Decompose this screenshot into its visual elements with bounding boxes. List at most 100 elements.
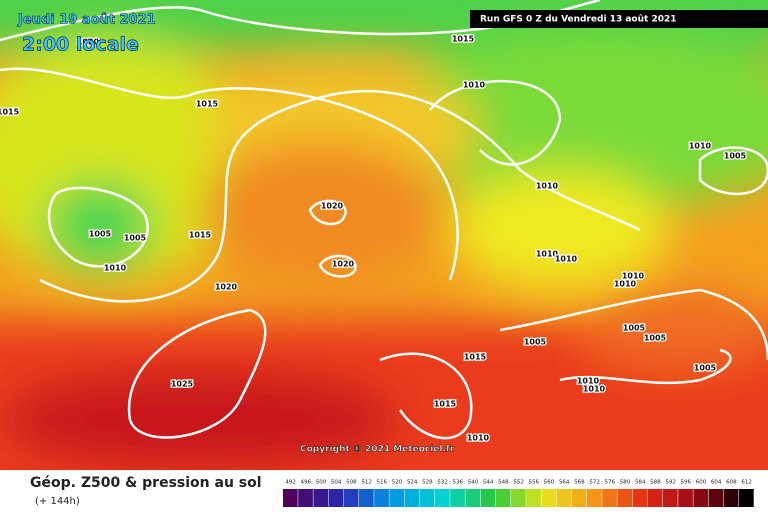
scale-label: 496 — [301, 480, 312, 486]
scale-label: 564 — [559, 480, 570, 486]
scale-swatch — [647, 489, 663, 507]
scale-swatch — [283, 489, 298, 507]
isobar-label: 1015 — [189, 231, 212, 240]
isobar-label: 1010 — [622, 272, 645, 281]
isobar-label: 1015 — [452, 35, 475, 44]
scale-swatch — [571, 489, 587, 507]
scale-label: 552 — [513, 480, 524, 486]
scale-label: 520 — [392, 480, 403, 486]
run-info: Run GFS 0 Z du Vendredi 13 août 2021 — [480, 15, 677, 25]
scale-swatch — [328, 489, 344, 507]
scale-swatch — [632, 489, 648, 507]
scale-swatch — [435, 489, 450, 507]
scale-swatch — [541, 489, 557, 507]
scale-swatch — [693, 489, 709, 507]
forecast-time: 2:00 locale — [22, 34, 139, 56]
isobar-label: 1010 — [536, 250, 559, 259]
scale-swatch — [617, 489, 633, 507]
scale-swatch — [480, 489, 496, 507]
isobar-label: 1010 — [104, 264, 127, 273]
scale-swatch — [450, 489, 465, 507]
scale-swatch — [359, 489, 374, 507]
isobar-label: 1010 — [689, 142, 712, 151]
isobar-label: 1020 — [77, 38, 100, 47]
isobar-label: 1005 — [524, 338, 547, 347]
scale-label: 568 — [574, 480, 585, 486]
scale-swatch — [526, 489, 541, 507]
scale-swatch — [495, 489, 511, 507]
scale-label: 596 — [681, 480, 692, 486]
scale-swatch — [739, 489, 754, 507]
isobar-label: 1020 — [321, 202, 344, 211]
isobar-label: 1010 — [583, 385, 606, 394]
scale-label: 556 — [529, 480, 540, 486]
scale-swatch — [663, 489, 678, 507]
scale-label: 604 — [711, 480, 722, 486]
scale-label: 608 — [726, 480, 737, 486]
isobar-label: 1005 — [623, 324, 646, 333]
scale-swatch — [298, 489, 313, 507]
scale-swatch — [374, 489, 389, 507]
scale-label: 592 — [665, 480, 676, 486]
scale-label: 588 — [650, 480, 661, 486]
scale-label: 612 — [741, 480, 752, 486]
scale-swatch — [313, 489, 329, 507]
scale-swatch — [723, 489, 739, 507]
isobar-label: 1010 — [577, 377, 600, 386]
isobar-label: 1010 — [614, 280, 637, 289]
isobar-label: 1005 — [644, 334, 667, 343]
scale-label: 548 — [498, 480, 509, 486]
isobar-label: 1015 — [196, 100, 219, 109]
scale-label: 536 — [453, 480, 464, 486]
isobar-label: 1010 — [536, 182, 559, 191]
scale-label: 512 — [361, 480, 372, 486]
copyright: Copyright © 2021 Meteociel.fr — [300, 445, 455, 455]
scale-label: 492 — [285, 480, 296, 486]
isobar-label: 1015 — [0, 108, 20, 117]
scale-swatch — [556, 489, 572, 507]
scale-label: 576 — [605, 480, 616, 486]
isobar-label: 1010 — [555, 255, 578, 264]
scale-label: 544 — [483, 480, 494, 486]
isobar-label: 1005 — [724, 152, 747, 161]
isobar-label: 1010 — [463, 81, 486, 90]
isobar-label: 1005 — [694, 364, 717, 373]
isobar-label: 1005 — [89, 230, 112, 239]
isobar-label: 1020 — [215, 283, 238, 292]
scale-label: 516 — [377, 480, 388, 486]
scale-swatch — [419, 489, 435, 507]
scale-label: 580 — [620, 480, 631, 486]
scale-swatch — [343, 489, 359, 507]
scale-swatch — [389, 489, 405, 507]
scale-label: 540 — [468, 480, 479, 486]
scale-swatch — [511, 489, 526, 507]
scale-label: 560 — [544, 480, 555, 486]
scale-label: 600 — [696, 480, 707, 486]
scale-label: 500 — [316, 480, 327, 486]
forecast-date: Jeudi 19 août 2021 — [17, 13, 156, 28]
scale-label: 528 — [422, 480, 433, 486]
scale-swatch — [587, 489, 602, 507]
run-banner — [470, 10, 768, 28]
scale-swatch — [465, 489, 481, 507]
scale-swatch — [602, 489, 617, 507]
isobar-label: 1010 — [467, 434, 490, 443]
scale-label: 584 — [635, 480, 646, 486]
isobar-label: 1005 — [124, 234, 147, 243]
scale-swatch — [708, 489, 724, 507]
isobar-label: 1015 — [464, 353, 487, 362]
isobar-label: 1025 — [171, 380, 194, 389]
scale-label: 524 — [407, 480, 418, 486]
scale-label: 504 — [331, 480, 342, 486]
isobar-label: 1015 — [434, 400, 457, 409]
scale-label: 508 — [346, 480, 357, 486]
scale-swatch — [678, 489, 693, 507]
scale-label: 532 — [437, 480, 448, 486]
scale-swatch — [404, 489, 420, 507]
footer-subtitle: (+ 144h) — [35, 496, 80, 507]
footer-title: Géop. Z500 & pression au sol — [30, 475, 262, 491]
scale-label: 572 — [589, 480, 600, 486]
isobar-label: 1020 — [332, 260, 355, 269]
